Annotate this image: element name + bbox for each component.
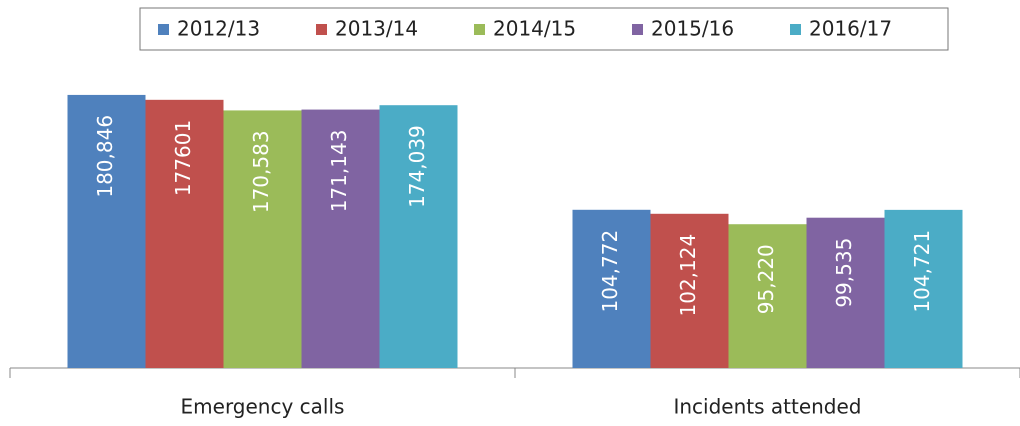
value-label: 104,772 [598, 230, 622, 313]
bar [650, 213, 729, 368]
legend-swatch [632, 24, 643, 35]
legend-label: 2016/17 [809, 17, 892, 41]
bar [301, 109, 380, 369]
bar [572, 209, 651, 368]
legend-label: 2013/14 [335, 17, 418, 41]
legend-label: 2012/13 [177, 17, 260, 41]
bar [379, 105, 458, 368]
bar [145, 99, 224, 369]
legend-label: 2015/16 [651, 17, 734, 41]
value-label: 177601 [171, 120, 195, 196]
value-label: 102,124 [676, 234, 700, 317]
bar [884, 209, 963, 368]
value-label: 95,220 [754, 244, 778, 314]
bar [728, 224, 807, 368]
bar [223, 110, 302, 368]
x-tick-label: Emergency calls [181, 395, 345, 419]
value-label: 180,846 [93, 115, 117, 198]
value-label: 174,039 [405, 125, 429, 208]
legend-swatch [474, 24, 485, 35]
legend-swatch [790, 24, 801, 35]
x-tick-label: Incidents attended [673, 395, 861, 419]
value-label: 170,583 [249, 130, 273, 213]
bar [806, 217, 885, 368]
bar [67, 94, 146, 368]
legend-box [139, 7, 949, 51]
value-label: 104,721 [910, 230, 934, 313]
value-label: 99,535 [832, 238, 856, 308]
value-label: 171,143 [327, 130, 351, 213]
legend-swatch [158, 24, 169, 35]
legend-label: 2014/15 [493, 17, 576, 41]
legend-swatch [316, 24, 327, 35]
